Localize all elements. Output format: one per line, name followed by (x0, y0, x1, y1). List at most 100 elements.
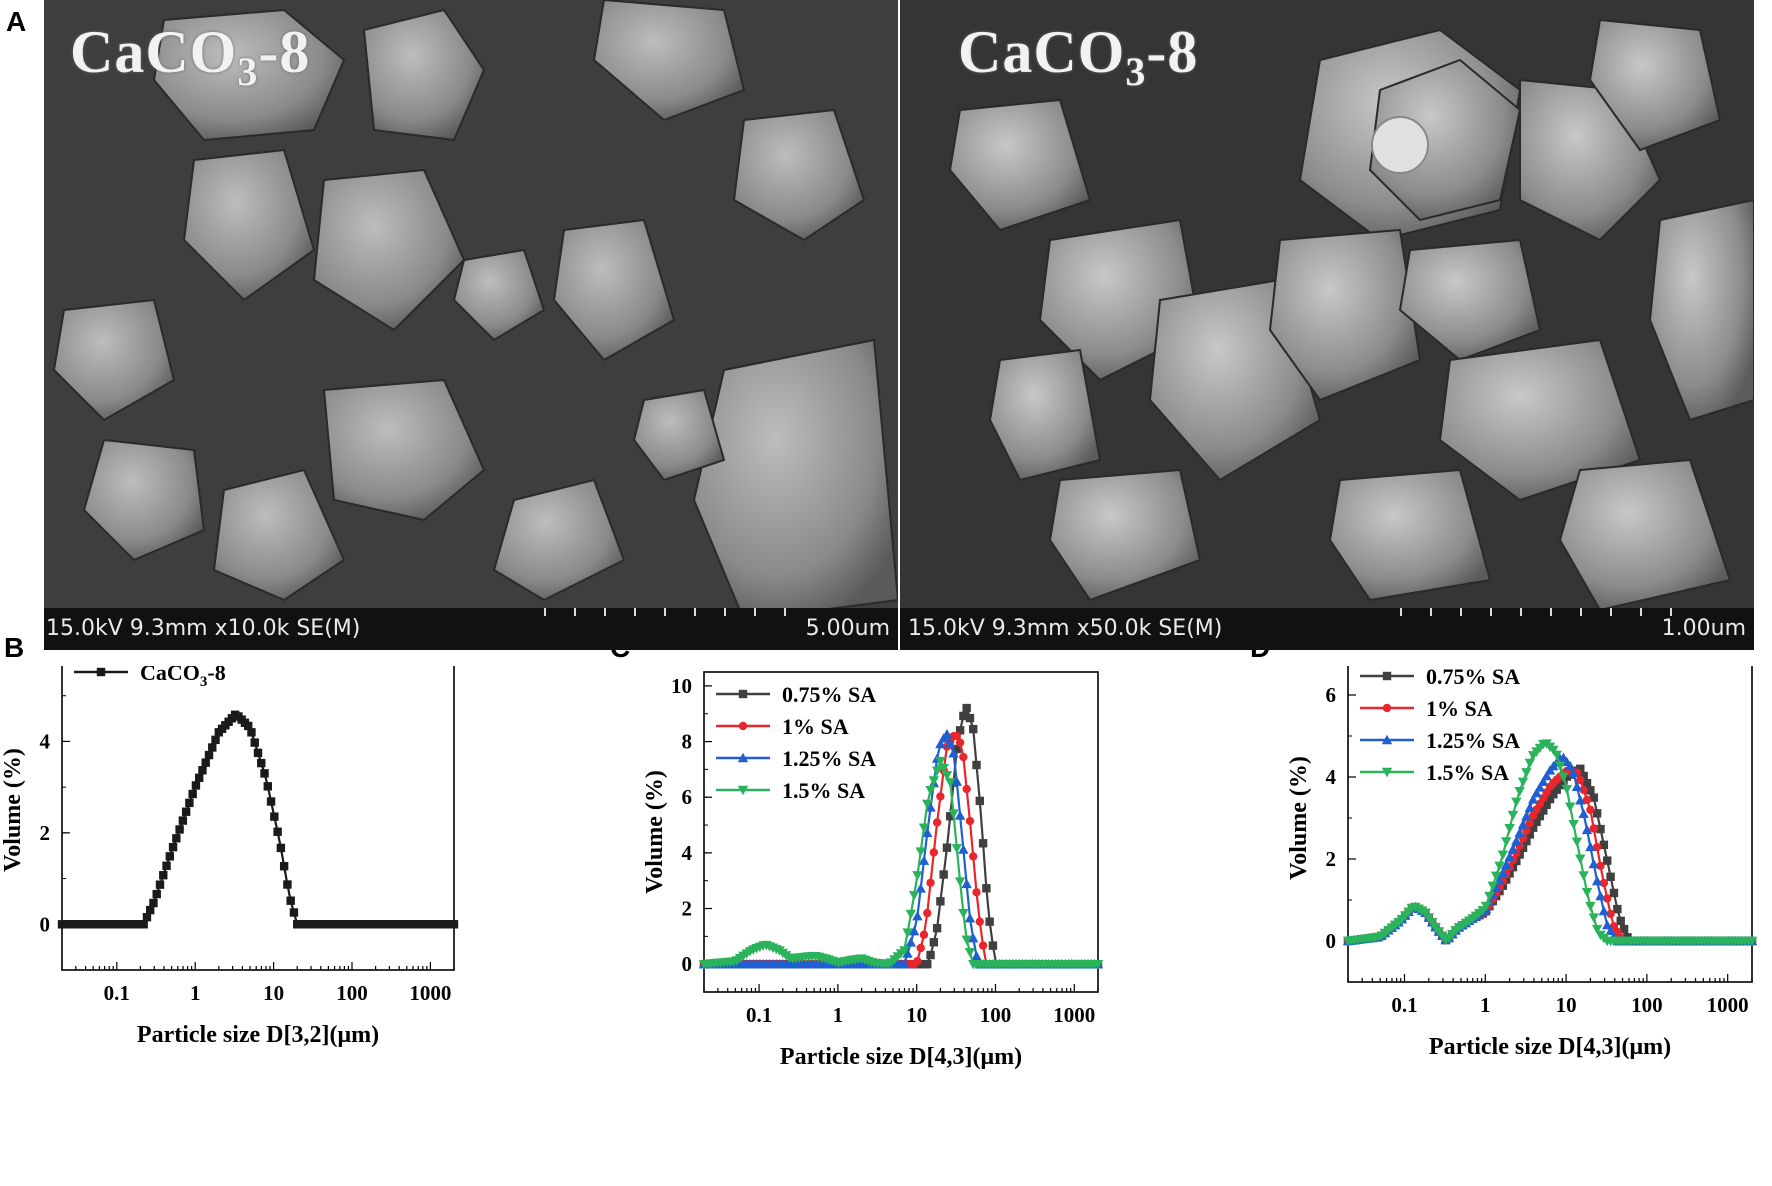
data-point (257, 758, 266, 768)
data-point (1549, 790, 1558, 799)
data-point (1591, 875, 1603, 886)
data-point (1616, 916, 1625, 926)
data-point (155, 880, 165, 889)
data-point (1571, 837, 1583, 847)
legend-label: 1.25% SA (782, 746, 876, 771)
data-point (204, 750, 214, 760)
data-point (181, 807, 191, 816)
x-tick-label: 100 (980, 1003, 1012, 1027)
legend-marker (1381, 767, 1393, 778)
data-point (913, 957, 922, 966)
legend-label: 1% SA (1426, 696, 1493, 721)
x-tick-label: 0.1 (746, 1003, 772, 1027)
data-point (1538, 776, 1549, 786)
data-point (918, 823, 930, 833)
scale-tick (1430, 608, 1432, 616)
data-point (1507, 810, 1519, 821)
data-point (211, 735, 220, 745)
data-point (955, 738, 965, 747)
data-point (1586, 786, 1595, 795)
data-point (954, 810, 966, 820)
y-tick-label: 2 (40, 821, 51, 845)
data-point (165, 852, 174, 861)
data-point (201, 758, 210, 767)
data-point (1527, 794, 1539, 804)
data-point (926, 950, 935, 960)
data-point (149, 898, 158, 908)
data-point (959, 752, 968, 762)
data-point (1534, 782, 1546, 792)
x-tick-label: 1000 (1053, 1003, 1095, 1027)
data-point (915, 883, 926, 893)
data-point (1582, 795, 1592, 805)
data-point (1531, 787, 1542, 798)
data-point (945, 778, 956, 788)
data-point (969, 724, 978, 734)
y-tick-label: 2 (682, 897, 693, 921)
data-point (270, 812, 279, 821)
y-tick-label: 4 (682, 841, 693, 865)
series-3 (1342, 739, 1758, 947)
data-point (168, 842, 178, 852)
data-point (935, 738, 946, 749)
data-point (178, 816, 188, 825)
data-point (1554, 761, 1566, 771)
sem-label-left: CaCO3-8 (70, 18, 310, 95)
data-point (1592, 843, 1602, 852)
data-point (1504, 851, 1515, 862)
data-point (1578, 808, 1589, 819)
data-point (946, 812, 955, 821)
data-point (975, 796, 984, 806)
data-point (1423, 913, 1434, 923)
data-point (1606, 909, 1615, 919)
data-point (286, 896, 295, 905)
y-tick-label: 8 (682, 730, 693, 754)
scale-tick (1520, 608, 1522, 616)
sem-label-main: CaCO (958, 19, 1126, 85)
data-point (958, 844, 969, 854)
data-point (250, 738, 259, 747)
data-point (1576, 764, 1585, 774)
data-point (938, 763, 949, 774)
data-point (982, 884, 991, 893)
data-point (932, 923, 942, 933)
data-point (142, 912, 152, 922)
series-3 (698, 756, 1104, 970)
data-point (1603, 894, 1612, 903)
scale-tick (544, 608, 546, 616)
data-point (1521, 768, 1532, 778)
scale-tick (634, 608, 636, 616)
data-point (1588, 858, 1599, 869)
data-point (965, 816, 975, 826)
data-point (1582, 778, 1592, 788)
data-point (954, 877, 966, 887)
y-tick-label: 2 (1326, 847, 1337, 871)
data-point (1511, 797, 1522, 808)
y-axis-label: Volume (%) (642, 770, 668, 894)
data-point (1504, 824, 1515, 834)
legend-label: 0.75% SA (782, 682, 876, 707)
data-point (1579, 771, 1588, 781)
series-2 (698, 728, 1104, 969)
legend-label: 1.5% SA (1426, 760, 1509, 785)
data-point (1541, 770, 1552, 781)
data-point (185, 798, 194, 808)
data-point (1517, 819, 1529, 829)
data-point (941, 771, 953, 781)
data-point (961, 935, 972, 945)
data-point (1524, 758, 1535, 769)
data-point (266, 797, 276, 806)
scale-tick (1610, 608, 1612, 616)
data-point (1528, 823, 1538, 832)
data-point (912, 910, 923, 921)
data-point (139, 920, 148, 929)
x-tick-label: 1000 (409, 981, 451, 1005)
data-point (188, 789, 197, 799)
data-point (925, 802, 936, 812)
data-point (908, 925, 920, 936)
data-point (1092, 959, 1104, 970)
scale-tick (784, 608, 786, 616)
legend: 0.75% SA 1% SA 1.25% SA 1.5% SA (1360, 666, 1520, 785)
data-point (916, 943, 925, 953)
